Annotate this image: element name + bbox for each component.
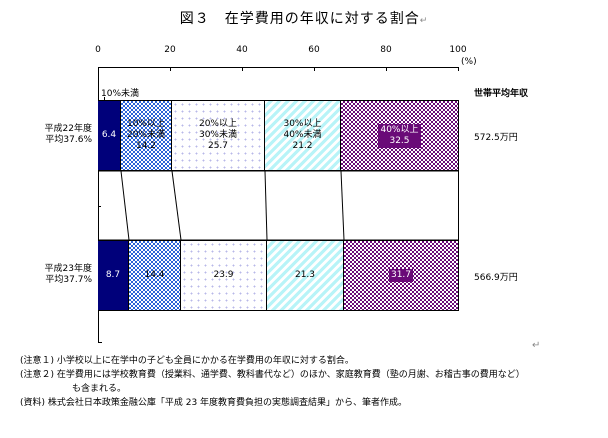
segment-h22-10to20: 10%以上 20%未満 14.2	[121, 101, 172, 170]
segment-label: 10%以上 20%未満 14.2	[126, 119, 165, 151]
x-tick-label-60: 60	[308, 45, 320, 55]
chart-title: 図３ 在学費用の年収に対する割合↵	[0, 8, 608, 28]
segment-value: 31.7	[388, 269, 414, 282]
paragraph-mark-icon: ↵	[419, 16, 429, 26]
under10-callout-label: 10%未満	[101, 89, 140, 99]
x-tick-100	[458, 67, 459, 71]
row-label-h23-average: 平均37.7%	[45, 275, 92, 285]
x-tick-label-40: 40	[236, 45, 248, 55]
segment-h23-over40: 31.7	[344, 241, 458, 310]
note-2: (注意２) 在学費用には学校教育費（授業料、通学費、教科書代など）のほか、家庭教…	[20, 370, 525, 380]
row-label-h22: 平成22年度 平均37.6%	[2, 124, 92, 146]
segment-h22-over40: 40%以上 32.5	[341, 101, 458, 170]
row-label-h22-year: 平成22年度	[44, 124, 92, 134]
income-h22: 572.5万円	[474, 133, 518, 143]
segment-value: 23.9	[213, 270, 234, 280]
source-note: (資料) 株式会社日本政策金融公庫「平成 23 年度教育費負担の実態調査結果」か…	[20, 398, 408, 408]
bar-h23: 8.7 14.4 23.9 21.3 31.7	[98, 240, 459, 311]
segment-h23-20to30: 23.9	[181, 241, 267, 310]
segment-h22-20to30: 20%以上 30%未満 25.7	[172, 101, 265, 170]
row-label-h23: 平成23年度 平均37.7%	[2, 264, 92, 286]
segment-value: 8.7	[105, 270, 121, 280]
x-tick-80	[386, 67, 387, 71]
income-header: 世帯平均年収	[474, 89, 529, 99]
note-1: (注意１) 小学校以上に在学中の子ども全員にかかる在学費用の年収に対する割合。	[20, 356, 354, 366]
income-h23: 566.9万円	[474, 273, 518, 283]
segment-h22-30to40: 30%以上 40%未満 21.2	[265, 101, 341, 170]
x-tick-40	[242, 67, 243, 71]
x-tick-label-80: 80	[380, 45, 392, 55]
segment-h23-under10: 8.7	[98, 241, 129, 310]
bar-h22: 6.4 10%以上 20%未満 14.2 20%以上 30%未満 25.7 30…	[98, 100, 459, 171]
segment-h23-10to20: 14.4	[129, 241, 181, 310]
x-tick-label-100: 100	[449, 45, 467, 55]
segment-value: 21.3	[294, 270, 316, 280]
y-axis-mid-tick	[98, 206, 101, 207]
segment-value: 14.4	[144, 270, 165, 280]
segment-h22-under10: 6.4	[98, 101, 121, 170]
y-axis-line	[98, 67, 99, 343]
x-tick-label-0: 0	[95, 45, 101, 55]
segment-h23-30to40: 21.3	[267, 241, 344, 310]
segment-value: 6.4	[101, 130, 117, 140]
paragraph-mark-icon: ↵	[532, 340, 541, 351]
segment-label: 30%以上 40%未満 21.2	[283, 119, 322, 151]
note-2-continued: も含まれる。	[72, 384, 127, 394]
row-label-h23-year: 平成23年度	[44, 264, 92, 274]
x-axis-unit: (%)	[461, 57, 477, 67]
segment-label: 20%以上 30%未満 25.7	[198, 119, 237, 151]
x-tick-20	[170, 67, 171, 71]
chart-title-text: 図３ 在学費用の年収に対する割合	[179, 11, 420, 27]
x-axis-line	[98, 67, 458, 68]
row-label-h22-average: 平均37.6%	[45, 135, 92, 145]
x-tick-label-20: 20	[164, 45, 176, 55]
segment-label: 40%以上 32.5	[378, 123, 421, 148]
y-axis-end-tick	[98, 342, 102, 343]
x-tick-60	[314, 67, 315, 71]
